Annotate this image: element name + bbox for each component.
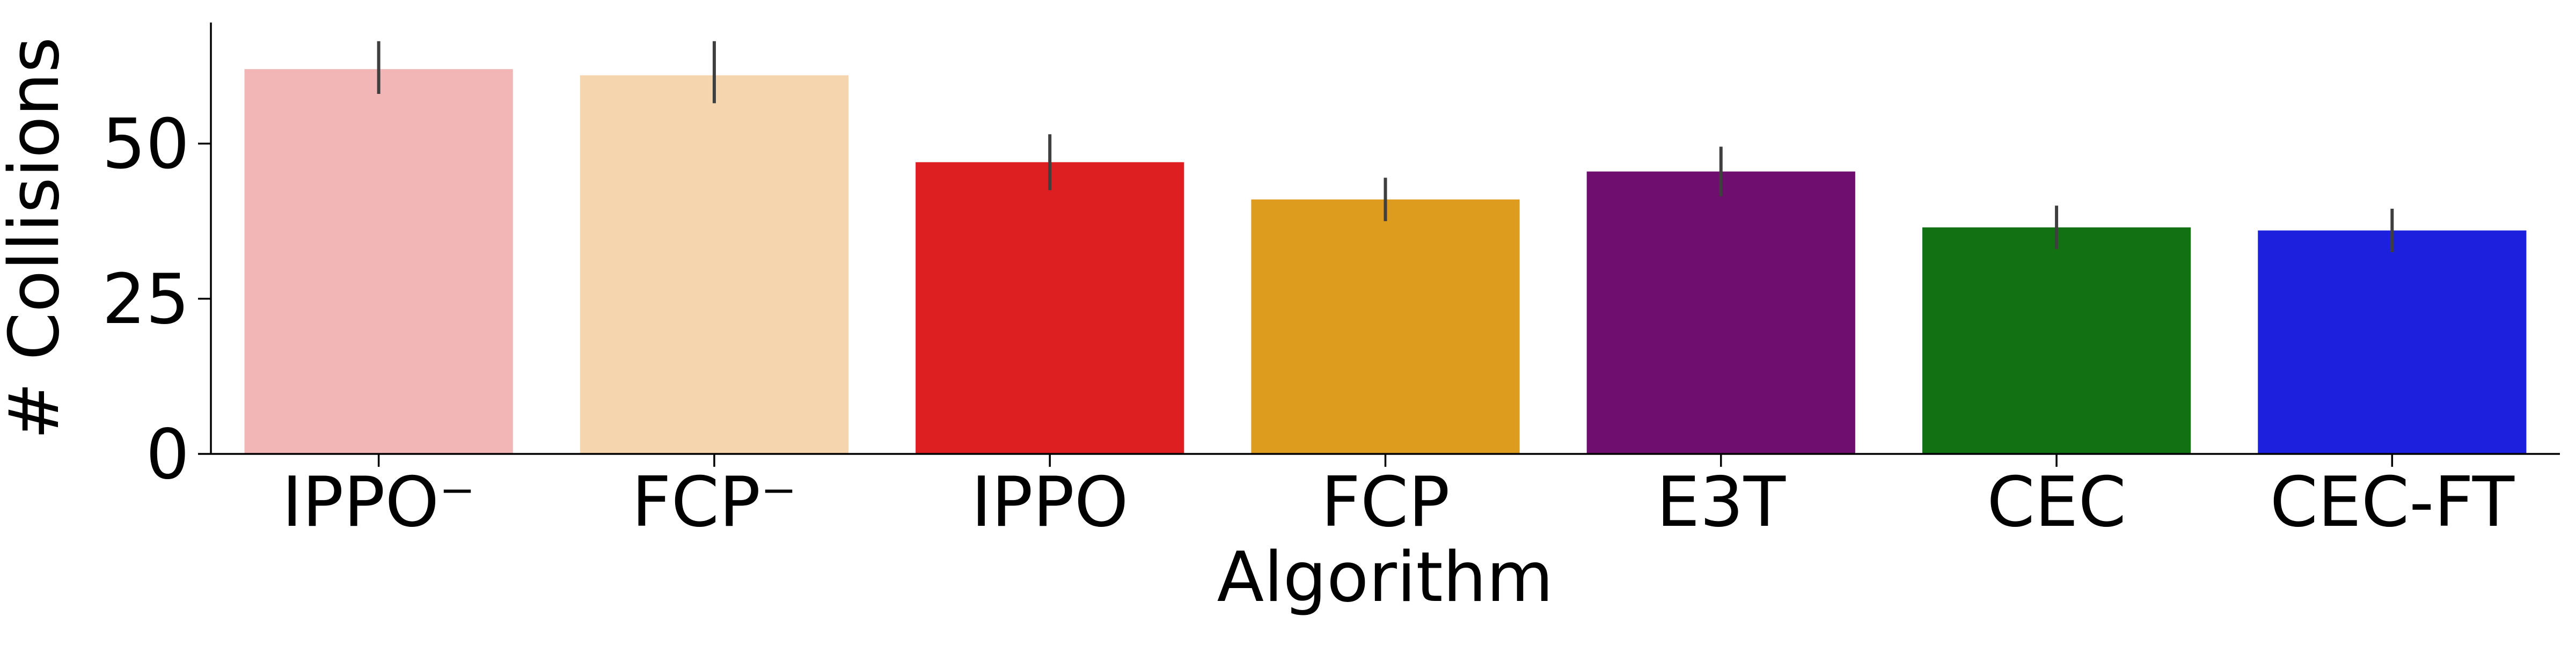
x-tick-label-2: IPPO (971, 463, 1129, 542)
y-tick-label-2: 50 (102, 105, 189, 185)
y-tick-label-1: 25 (102, 260, 189, 340)
x-tick-label-0: IPPO⁻ (282, 463, 475, 542)
x-tick-label-1: FCP⁻ (632, 463, 797, 542)
bars-layer (244, 69, 2527, 454)
bar-2 (916, 162, 1184, 454)
bar-3 (1251, 199, 1520, 454)
x-axis-label: Algorithm (1217, 538, 1554, 618)
bar-1 (580, 75, 849, 454)
bar-6 (2258, 230, 2527, 454)
error-bars-layer (377, 41, 2394, 253)
bar-0 (244, 69, 513, 454)
x-ticks-layer: IPPO⁻ FCP⁻ IPPO FCP E3T CEC CEC-FT (282, 454, 2515, 542)
x-tick-label-4: E3T (1657, 463, 1786, 542)
y-tick-label-0: 0 (146, 415, 189, 495)
x-tick-label-3: FCP (1321, 463, 1450, 542)
x-tick-label-5: CEC (1987, 463, 2126, 542)
bar-5 (1922, 227, 2191, 454)
y-axis-label: # Collisions (0, 37, 75, 440)
y-ticks-layer: 0 25 50 (102, 105, 211, 495)
bar-4 (1586, 171, 1855, 454)
x-tick-label-6: CEC-FT (2270, 463, 2515, 542)
